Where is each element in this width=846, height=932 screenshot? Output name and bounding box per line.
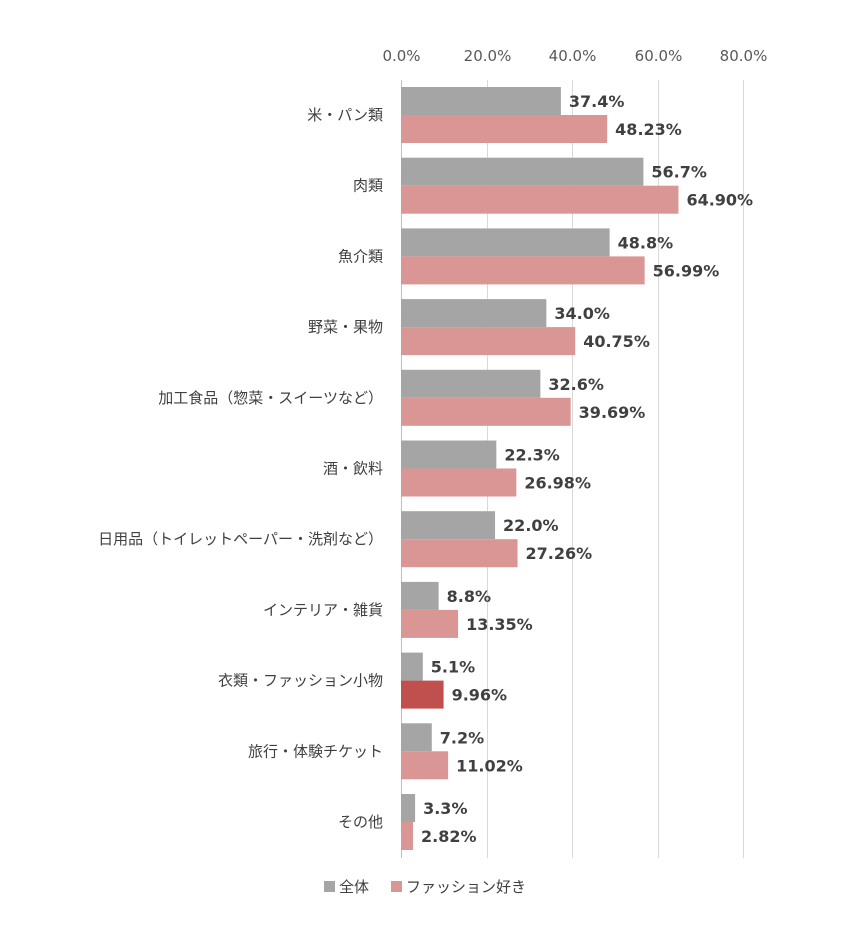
- category-label: 酒・飲料: [323, 460, 383, 478]
- bar-fashion: [401, 397, 571, 426]
- bar-fashion: [401, 822, 414, 850]
- data-label: 22.3%: [504, 446, 560, 465]
- category-label: 肉類: [353, 177, 383, 195]
- data-label: 34.0%: [554, 304, 610, 323]
- category-label: 魚介類: [338, 247, 383, 265]
- category-label: 野菜・果物: [308, 318, 383, 336]
- legend-label-all: 全体: [339, 878, 369, 896]
- x-tick-label: 0.0%: [382, 47, 420, 65]
- bar-fashion: [401, 680, 444, 709]
- bar-fashion: [401, 751, 449, 780]
- bar-all: [401, 87, 561, 115]
- data-label: 3.3%: [423, 799, 467, 818]
- bar-all: [401, 299, 547, 328]
- x-tick-label: 20.0%: [464, 47, 512, 65]
- category-label: 加工食品（惣菜・スイーツなど）: [158, 389, 383, 407]
- data-label: 56.7%: [651, 163, 707, 182]
- data-label: 2.82%: [421, 827, 477, 846]
- bar-fashion: [401, 609, 459, 638]
- data-label: 8.8%: [447, 587, 491, 606]
- category-label: 日用品（トイレットペーパー・洗剤など）: [98, 530, 383, 548]
- data-label: 48.23%: [615, 120, 682, 139]
- category-label: インテリア・雑貨: [263, 601, 383, 619]
- legend-swatch-fashion: [391, 881, 402, 892]
- category-label: 衣類・ファッション小物: [218, 672, 383, 690]
- data-label: 7.2%: [440, 728, 484, 747]
- legend-swatch-all: [324, 881, 335, 892]
- data-label: 22.0%: [503, 516, 559, 535]
- bar-fashion: [401, 185, 679, 214]
- x-tick-label: 80.0%: [720, 47, 768, 65]
- bar-all: [401, 440, 497, 469]
- data-label: 32.6%: [548, 375, 604, 394]
- bar-all: [401, 794, 416, 822]
- data-label: 27.26%: [526, 544, 593, 563]
- x-tick-label: 60.0%: [635, 47, 683, 65]
- data-label: 48.8%: [618, 233, 674, 252]
- data-label: 9.96%: [452, 686, 508, 705]
- legend-label-fashion: ファッション好き: [406, 878, 526, 896]
- bars: 37.4% 48.23% 56.7% 64.90% 48.8% 56.99% 34.0% 40…: [401, 87, 753, 850]
- bar-all: [401, 157, 644, 186]
- data-label: 39.69%: [579, 403, 646, 422]
- bar-all: [401, 723, 432, 752]
- bar-all: [401, 511, 496, 540]
- bar-all: [401, 652, 423, 681]
- bar-fashion: [401, 327, 576, 356]
- x-axis-ticks: 0.0% 20.0% 40.0% 60.0% 80.0%: [382, 47, 767, 65]
- data-label: 37.4%: [569, 92, 625, 111]
- x-tick-label: 40.0%: [549, 47, 597, 65]
- data-label: 56.99%: [653, 261, 720, 280]
- data-label: 5.1%: [431, 658, 475, 677]
- bar-fashion: [401, 468, 517, 497]
- category-label: 米・パン類: [307, 106, 383, 124]
- bar-fashion: [401, 115, 608, 143]
- category-label: 旅行・体験チケット: [248, 742, 383, 760]
- data-label: 11.02%: [456, 756, 523, 775]
- bar-all: [401, 369, 541, 398]
- data-label: 26.98%: [524, 474, 591, 493]
- bar-fashion: [401, 256, 645, 285]
- bar-fashion: [401, 539, 518, 568]
- data-label: 64.90%: [686, 191, 753, 210]
- category-label: その他: [338, 813, 383, 831]
- bar-all: [401, 581, 439, 610]
- bar-all: [401, 228, 610, 257]
- legend: 全体 ファッション好き: [324, 878, 526, 896]
- data-label: 40.75%: [583, 332, 650, 351]
- data-label: 13.35%: [466, 615, 533, 634]
